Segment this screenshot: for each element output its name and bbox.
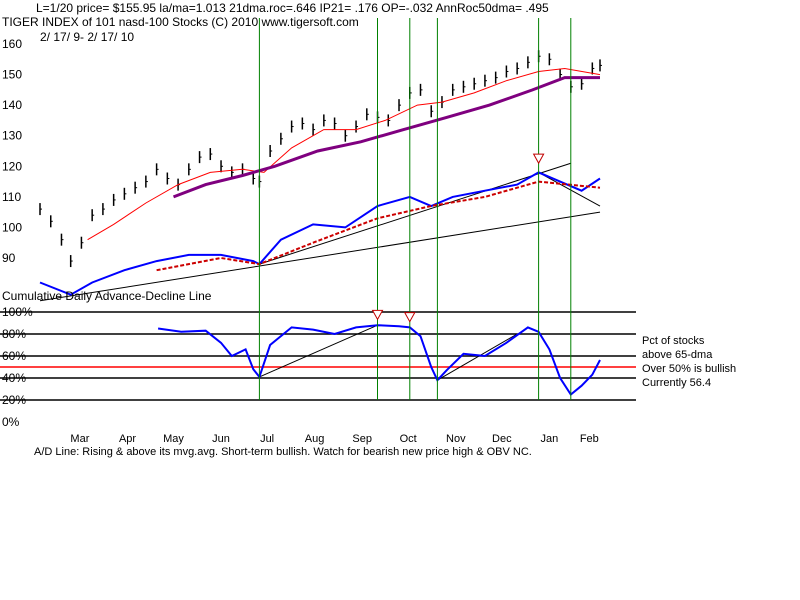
pct-annotation-4: Currently 56.4 (642, 377, 711, 389)
header-stats: L=1/20 price= $155.95 la/ma=1.013 21dma.… (36, 1, 549, 15)
price-trendline-2 (39, 211, 601, 302)
price-axis-label-100: 100 (2, 220, 22, 234)
month-label-sep: Sep (352, 433, 372, 445)
price-axis-label-130: 130 (2, 129, 22, 143)
pct-axis-label-20: 20% (2, 393, 26, 407)
pct-annotation-1: Pct of stocks (642, 335, 705, 347)
month-label-apr: Apr (119, 433, 136, 445)
pct-annotation-3: Over 50% is bullish (642, 363, 736, 375)
signal-lines (258, 18, 572, 400)
sell-arrow-oct (403, 312, 416, 323)
ma65-line (172, 76, 600, 199)
pct-trendline-2 (437, 333, 518, 381)
month-label-oct: Oct (400, 433, 417, 445)
pct-axis-label-60: 60% (2, 349, 26, 363)
month-label-aug: Aug (305, 433, 325, 445)
pct-axis-label-0: 0% (2, 415, 20, 429)
pct-axis-label-100: 100% (2, 305, 33, 319)
month-label-feb: Feb (580, 433, 599, 445)
price-trendline-3 (538, 171, 601, 207)
ma21-line (87, 67, 601, 241)
pct-trendline-1 (259, 324, 378, 378)
gridlines (0, 311, 636, 401)
date-range: 2/ 17/ 9- 2/ 17/ 10 (40, 30, 134, 44)
price-trendline-1 (259, 162, 572, 265)
price-axis-label-140: 140 (2, 98, 22, 112)
lower-panel-title: Cumulative Daily Advance-Decline Line (2, 289, 212, 303)
month-label-may: May (163, 433, 184, 445)
sell-arrow-jan (532, 153, 545, 165)
month-label-dec: Dec (492, 433, 512, 445)
month-label-jan: Jan (541, 433, 559, 445)
pct-axis-label-80: 80% (2, 327, 26, 341)
month-label-mar: Mar (70, 433, 89, 445)
month-label-jun: Jun (212, 433, 230, 445)
price-axis-label-90: 90 (2, 251, 16, 265)
pct-axis-label-40: 40% (2, 371, 26, 385)
month-label-jul: Jul (260, 433, 274, 445)
price-axis-label-120: 120 (2, 159, 22, 173)
price-axis-label-110: 110 (2, 190, 21, 204)
price-axis-label-150: 150 (2, 68, 22, 82)
price-axis-label-160: 160 (2, 37, 22, 51)
chart-title: TIGER INDEX of 101 nasd-100 Stocks (C) 2… (2, 15, 359, 29)
ad-line (39, 171, 601, 296)
footer-note: A/D Line: Rising & above its mvg.avg. Sh… (34, 446, 532, 458)
month-label-nov: Nov (446, 433, 466, 445)
pct-annotation-2: above 65-dma (642, 349, 713, 361)
sell-arrow-sep (371, 309, 384, 321)
axis-labels: 90 100 110 120 130 140 150 160 0% 20% 40% 60% 80% 100… (2, 37, 599, 445)
